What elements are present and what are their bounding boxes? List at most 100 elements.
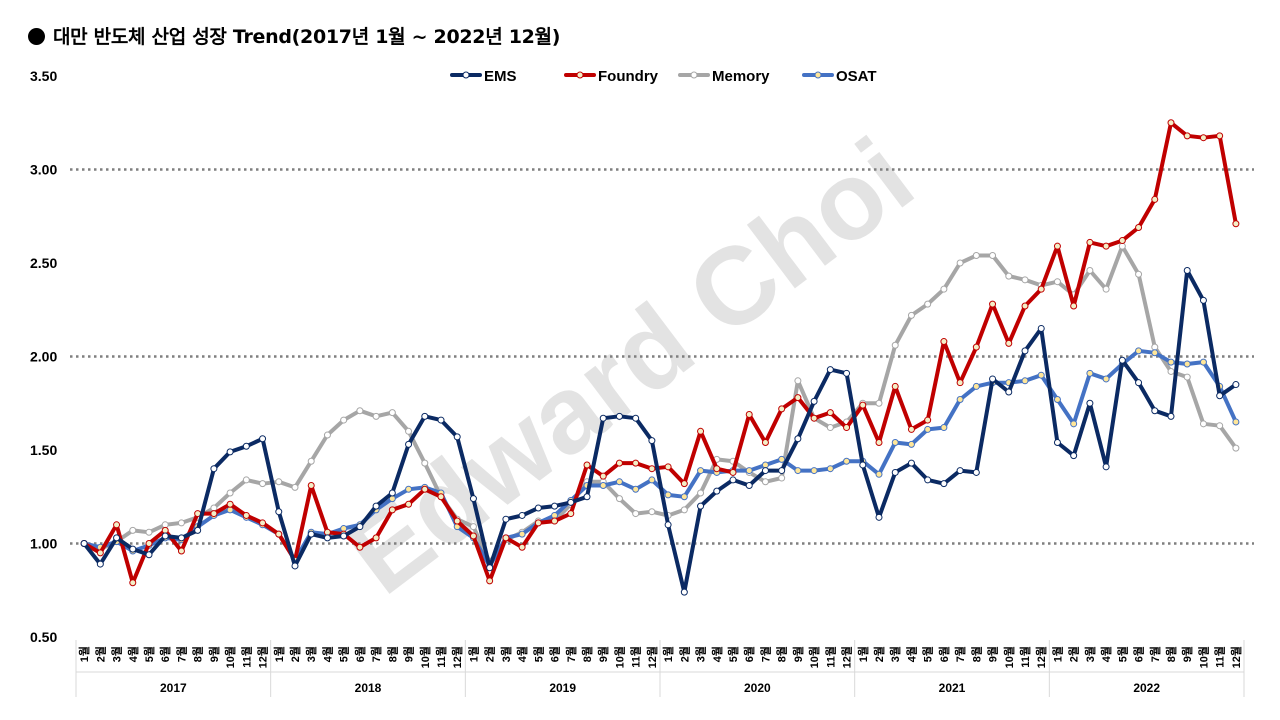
data-point [1199,296,1207,304]
data-point [745,482,753,490]
data-point [275,478,283,486]
data-point [697,467,705,475]
month-tick-label: 8월 [1164,646,1178,662]
month-tick-label: 1월 [77,646,91,662]
month-tick-label: 2월 [93,646,107,662]
data-point [275,508,283,516]
month-tick-label: 3월 [888,646,902,662]
month-tick-label: 6월 [937,646,951,662]
data-point [129,545,137,553]
data-point [340,532,348,540]
data-point [226,489,234,497]
month-tick-label: 4월 [515,646,529,662]
data-point [907,425,915,433]
data-point [940,424,948,432]
data-point [405,440,413,448]
data-point [210,465,218,473]
chart-title-text: 대만 반도체 산업 성장 Trend(2017년 1월 ~ 2022년 12월) [53,26,561,48]
data-point [518,511,526,519]
year-label: 2019 [549,681,576,695]
data-point [323,431,331,439]
data-point [826,465,834,473]
data-point [1232,444,1240,452]
month-tick-label: 10월 [612,646,626,668]
data-point [1053,396,1061,404]
data-point [226,448,234,456]
month-tick-label: 10월 [1002,646,1016,668]
data-point [632,485,640,493]
data-point [875,513,883,521]
data-point [177,547,185,555]
data-point [502,515,510,523]
month-tick-label: 10월 [1196,646,1210,668]
legend: EMS Foundry Memory OSAT [450,68,877,85]
month-tick-label: 11월 [239,646,253,668]
month-tick-label: 10월 [418,646,432,668]
data-point [794,435,802,443]
data-point [291,562,299,570]
data-point [632,414,640,422]
data-point [794,394,802,402]
month-tick-label: 12월 [840,646,854,668]
data-point [307,530,315,538]
data-point [453,517,461,525]
month-tick-label: 11월 [1018,646,1032,668]
month-tick-label: 8월 [969,646,983,662]
year-label: 2020 [744,681,771,695]
month-tick-label: 12월 [256,646,270,668]
data-point [924,425,932,433]
month-tick-label: 7월 [1148,646,1162,662]
data-point [745,467,753,475]
data-point [177,534,185,542]
data-point [1005,339,1013,347]
data-point [697,502,705,510]
month-tick-label: 8월 [191,646,205,662]
legend-label: Memory [712,68,770,85]
data-point [534,504,542,512]
series-ems [80,266,1240,596]
data-point [129,579,137,587]
data-point [551,511,559,519]
data-point [1021,377,1029,385]
data-point [875,470,883,478]
y-tick-label: 1.50 [30,442,57,458]
data-point [1167,367,1175,375]
month-tick-label: 6월 [742,646,756,662]
data-point [1151,407,1159,415]
data-point [924,476,932,484]
data-point [907,311,915,319]
data-point [1167,412,1175,420]
y-tick-label: 3.50 [30,68,57,84]
data-point [210,504,218,512]
series-foundry [80,119,1240,587]
data-point [891,341,899,349]
legend-swatch-marker [462,71,470,79]
data-point [1053,278,1061,286]
data-point [778,405,786,413]
data-point [599,414,607,422]
data-point [1135,223,1143,231]
data-point [1053,439,1061,447]
month-tick-label: 5월 [1115,646,1129,662]
data-point [632,459,640,467]
data-point [891,468,899,476]
month-tick-label: 1월 [661,646,675,662]
data-point [421,459,429,467]
data-point [1053,242,1061,250]
data-point [113,521,121,529]
data-point [356,407,364,415]
data-point [1183,373,1191,381]
y-tick-label: 3.00 [30,162,57,178]
data-point [989,252,997,260]
data-point [648,476,656,484]
legend-swatch-marker [690,71,698,79]
legend-item-foundry: Foundry [564,68,659,85]
data-point [1183,132,1191,140]
data-point [129,526,137,534]
data-point [680,493,688,501]
data-point [1102,375,1110,383]
data-point [697,489,705,497]
month-tick-label: 5월 [921,646,935,662]
data-point [778,467,786,475]
data-point [826,424,834,432]
